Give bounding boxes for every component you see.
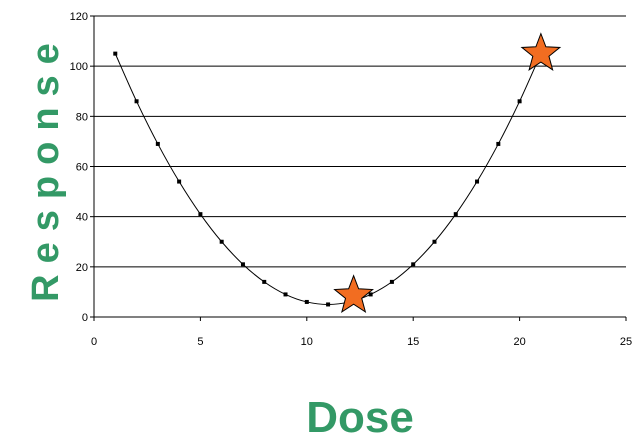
x-axis-title: Dose: [306, 393, 414, 442]
data-point: [475, 179, 480, 184]
axes: [90, 15, 627, 321]
x-tick-label: 0: [91, 336, 97, 348]
x-tick-label: 10: [301, 336, 313, 348]
y-tick-label: 100: [70, 61, 88, 73]
data-point: [496, 141, 501, 146]
highlight-layer: [333, 32, 562, 313]
data-point: [262, 279, 267, 284]
data-point: [177, 179, 182, 184]
data-point: [113, 51, 118, 56]
highlight-star-icon: [520, 32, 562, 71]
data-point: [432, 239, 437, 244]
tick-labels: 0 20 40 60 80 100 120 0 5 10 15 20 25: [70, 11, 632, 348]
data-point: [134, 99, 139, 104]
gridlines: [94, 15, 626, 268]
x-tick-label: 15: [407, 336, 419, 348]
data-point: [219, 239, 224, 244]
data-point: [326, 302, 331, 307]
series-layer: [113, 51, 543, 307]
y-axis-title: Response: [25, 32, 67, 302]
y-tick-label: 0: [82, 312, 88, 324]
y-tick-label: 120: [70, 11, 88, 23]
y-tick-label: 60: [76, 162, 88, 174]
data-point: [155, 141, 160, 146]
y-tick-label: 40: [76, 212, 88, 224]
data-point: [304, 299, 309, 304]
x-tick-label: 20: [513, 336, 525, 348]
x-tick-label: 5: [197, 336, 203, 348]
data-point: [198, 212, 203, 217]
data-point: [283, 292, 288, 297]
data-point: [389, 279, 394, 284]
y-tick-label: 20: [76, 262, 88, 274]
x-tick-label: 25: [620, 336, 632, 348]
data-point: [240, 262, 245, 267]
data-point: [411, 262, 416, 267]
y-tick-label: 80: [76, 111, 88, 123]
data-point: [517, 99, 522, 104]
highlight-star-icon: [333, 274, 374, 313]
data-point: [453, 212, 458, 217]
data-point: [368, 292, 373, 297]
